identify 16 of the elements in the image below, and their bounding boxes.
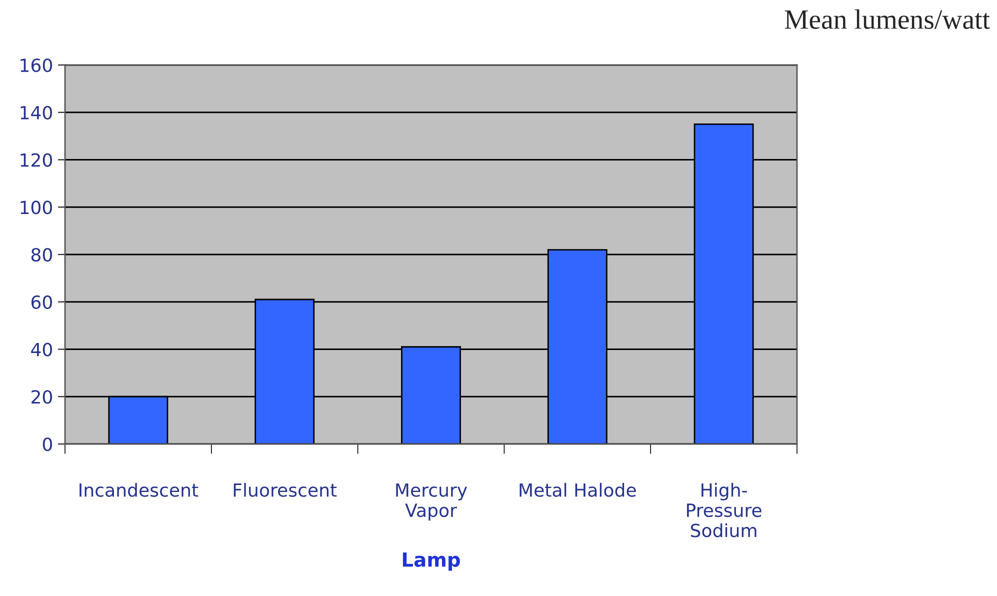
x-axis-title: Lamp [402,552,460,571]
x-tick-label: Fluorescent [234,482,337,497]
text: Mean lumens/watt [784,9,990,29]
y-tick-label: 100 [20,200,52,214]
y-tick-label: 60 [31,295,52,309]
x-tick-label: High- Pressure Sodium [687,482,762,538]
x-tick-label: Incandescent [80,482,198,497]
y-tick-label: 40 [31,342,52,356]
y-tick-label: 120 [20,153,52,167]
y-tick-label: 20 [32,390,52,404]
y-tick-label: 140 [20,106,52,120]
x-tick-label: Metal Halode [520,482,636,497]
y-tick-label: 80 [31,248,52,262]
y-tick-label: 0 [42,437,52,452]
x-tick-label: Mercury Vapor [396,483,468,521]
y-tick-label: 160 [20,58,52,72]
